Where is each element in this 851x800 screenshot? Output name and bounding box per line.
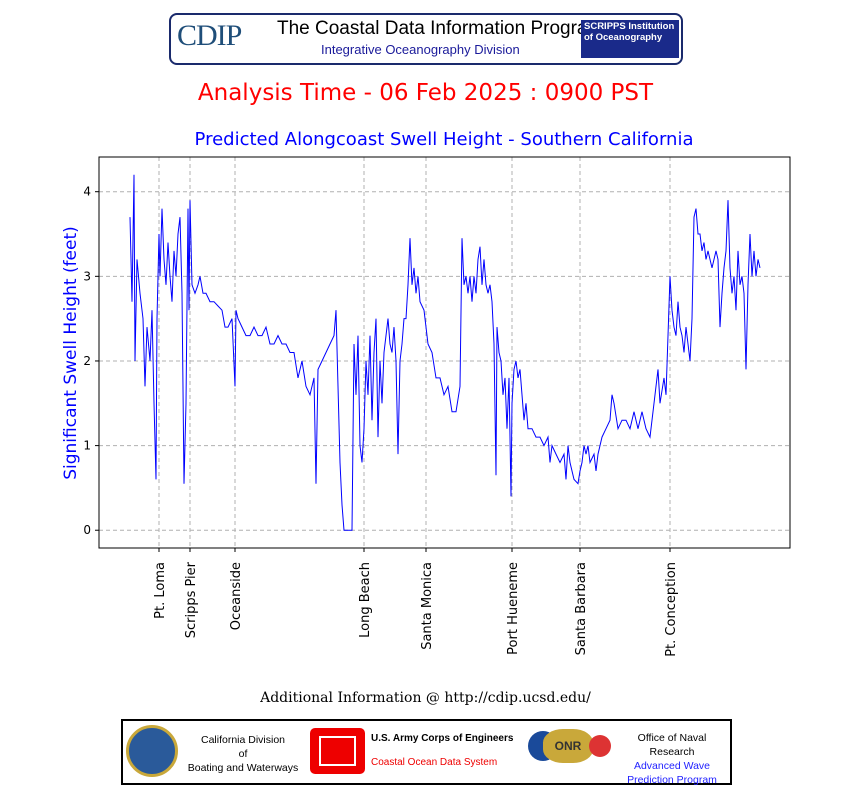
onr-program-1: Advanced Wave <box>633 760 711 772</box>
cdbw-line1: California Division <box>200 734 286 746</box>
location-label: Oceanside <box>229 562 244 630</box>
y-tick-label: 2 <box>83 354 91 368</box>
y-tick-label: 4 <box>83 185 91 199</box>
swell-chart: Predicted Alongcoast Swell Height - Sout… <box>61 129 791 657</box>
cdbw-line2: of <box>238 748 248 760</box>
sponsor-footer: California Division of Boating and Water… <box>121 719 732 786</box>
location-label: Santa Barbara <box>574 562 589 655</box>
y-tick-label: 0 <box>83 523 91 537</box>
cdbw-line3: Boating and Waterways <box>187 762 299 774</box>
onr-name: Office of Naval Research <box>637 732 707 758</box>
cdip-header-banner[interactable]: CDIP The Coastal Data Information Progra… <box>169 13 683 65</box>
marine-seal-icon <box>589 735 611 757</box>
location-label: Santa Monica <box>420 562 435 650</box>
banner-subtitle: Integrative Oceanography Division <box>321 42 520 57</box>
usace-castle-icon <box>310 728 365 774</box>
swell-height-series <box>129 174 761 531</box>
onr-program-2: Prediction Program <box>627 774 717 786</box>
chart-title: Predicted Alongcoast Swell Height - Sout… <box>195 129 694 150</box>
y-tick-label: 1 <box>83 439 91 453</box>
cdip-logo: CDIP <box>177 19 242 52</box>
location-label: Pt. Loma <box>153 562 168 619</box>
onr-logo: ONR <box>543 729 593 763</box>
cdbw-seal-icon <box>126 725 178 777</box>
banner-title: The Coastal Data Information Program <box>277 18 604 39</box>
analysis-time: Analysis Time - 06 Feb 2025 : 0900 PST <box>197 80 654 106</box>
usace-program: Coastal Ocean Data System <box>371 757 498 768</box>
location-label: Port Hueneme <box>506 562 521 655</box>
y-axis-label: Significant Swell Height (feet) <box>61 226 81 480</box>
location-label: Long Beach <box>358 562 373 638</box>
location-label: Scripps Pier <box>184 561 199 638</box>
usace-name: U.S. Army Corps of Engineers <box>371 733 514 744</box>
location-label: Pt. Conception <box>664 562 679 657</box>
additional-info-link[interactable]: Additional Information @ http://cdip.ucs… <box>260 690 591 706</box>
plot-frame <box>98 156 791 549</box>
scripps-logo: SCRIPPS Institution of Oceanography <box>581 20 679 58</box>
y-tick-label: 3 <box>83 269 91 283</box>
